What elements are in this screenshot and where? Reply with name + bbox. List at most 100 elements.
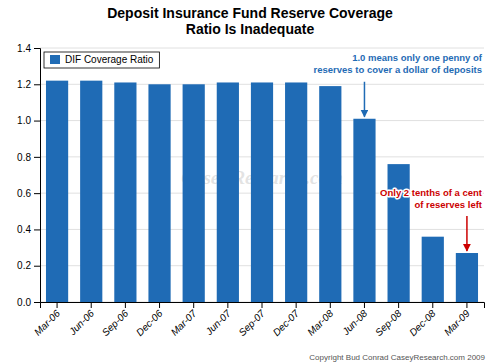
title-line: Ratio Is Inadequate [186,21,315,37]
y-tick: 0.8 [17,152,40,163]
x-tick: Sep-07 [236,302,267,338]
title: Deposit Insurance Fund Reserve CoverageR… [107,5,393,37]
legend-frame [44,52,159,68]
annotation-arrow [466,216,468,251]
legend-swatch [50,55,60,64]
y-tick-mark [34,229,40,230]
y-tick-label: 1.2 [17,79,31,90]
x-tick-mark [91,302,92,308]
x-tick-label: Mar-06 [32,307,62,337]
x-tick-label: Jun-06 [66,307,96,337]
bar [217,82,239,302]
copyright: Copyright Bud Conrad CaseyResearch.com 2… [309,353,485,362]
x-tick-label: Sep-06 [100,307,131,338]
bar [251,82,273,302]
x-tick-label: Mar-09 [442,307,472,337]
annotation-line: reserves to cover a dollar of deposits [314,64,482,75]
y-tick-mark [34,157,40,158]
y-tick-mark [34,266,40,267]
bar [388,164,410,302]
y-tick: 1.4 [17,43,40,54]
x-tick-mark [296,302,297,308]
bar [422,237,444,302]
x-tick-label: Jun-08 [339,307,369,337]
x-tick: Mar-09 [442,302,472,338]
x-axis: Mar-06Jun-06Sep-06Dec-06Mar-07Jun-07Sep-… [32,302,485,338]
x-tick-mark [330,302,331,308]
x-tick: Dec-06 [134,302,165,338]
y-tick-mark [34,193,40,194]
y-tick-mark [34,121,40,122]
y-tick: 0.2 [17,260,40,271]
y-tick-mark [34,302,40,303]
x-tick-mark [159,302,160,308]
y-tick: 0.0 [17,297,40,308]
x-tick: Mar-06 [32,302,62,338]
y-tick-label: 1.0 [17,115,31,126]
x-tick: Mar-08 [305,302,335,338]
legend-item: DIF Coverage Ratio [50,54,154,65]
annotation-line: Only 2 tenths of a cent [380,187,483,198]
x-tick-mark [398,302,399,308]
grid [40,48,484,302]
y-tick: 1.2 [17,79,40,90]
x-tick-label: Jun-07 [203,307,233,337]
y-tick: 1.0 [17,115,40,126]
x-tick: Sep-08 [373,302,404,338]
annotation: 1.0 means only one penny ofreserves to c… [314,52,483,75]
x-axis-line [41,303,485,309]
plot: Casey Research.com0.00.20.40.60.81.01.21… [17,43,484,339]
y-tick-label: 0.6 [17,188,31,199]
legend-label: DIF Coverage Ratio [65,54,154,65]
x-tick-label: Sep-08 [373,307,404,338]
x-tick-label: Sep-07 [236,307,267,338]
x-tick-mark [364,302,365,308]
chart-svg: Deposit Insurance Fund Reserve CoverageR… [0,0,500,364]
x-tick: Dec-07 [271,302,302,338]
bar [148,84,170,302]
x-tick-mark [193,302,194,308]
y-tick-label: 0.0 [17,297,31,308]
bar [46,81,68,302]
x-tick: Mar-07 [169,302,199,338]
y-axis-line [34,49,41,303]
annotation: Only 2 tenths of a centof reserves left [380,187,483,210]
title-line: Deposit Insurance Fund Reserve Coverage [107,5,393,21]
x-tick-mark [262,302,263,308]
x-tick: Jun-06 [66,302,96,338]
grid-line [40,48,484,49]
x-tick-label: Dec-07 [271,307,302,338]
x-tick-label: Mar-07 [169,307,199,337]
y-tick: 0.6 [17,188,40,199]
y-tick-label: 0.2 [17,260,31,271]
bar [319,86,341,302]
x-tick: Jun-07 [203,302,233,338]
y-tick: 0.4 [17,224,40,235]
x-tick-mark [432,302,433,308]
x-tick-mark [466,302,467,308]
y-tick-label: 0.8 [17,152,31,163]
x-tick-label: Dec-06 [134,307,165,338]
x-tick-label: Dec-08 [407,307,438,338]
annotation-line: 1.0 means only one penny of [352,52,483,63]
bar [456,253,478,302]
x-tick-mark [57,302,58,308]
bar [114,82,136,302]
bar [183,84,205,302]
x-tick: Dec-08 [407,302,438,338]
x-tick-label: Mar-08 [305,307,335,337]
y-tick-mark [34,84,40,85]
x-tick: Sep-06 [100,302,131,338]
y-tick-label: 1.4 [17,43,31,54]
x-tick-mark [227,302,228,308]
y-tick-label: 0.4 [17,224,31,235]
bar [80,81,102,302]
annotation-arrow [364,82,366,117]
bar [353,119,375,302]
x-tick-mark [125,302,126,308]
annotation-line: of reserves left [414,199,482,210]
x-tick: Jun-08 [339,302,369,338]
bar [285,82,307,302]
y-axis: 0.0 0.2 0.4 0.6 0.8 1.0 1.2 1.4 [17,43,40,308]
legend: DIF Coverage Ratio [44,52,159,68]
